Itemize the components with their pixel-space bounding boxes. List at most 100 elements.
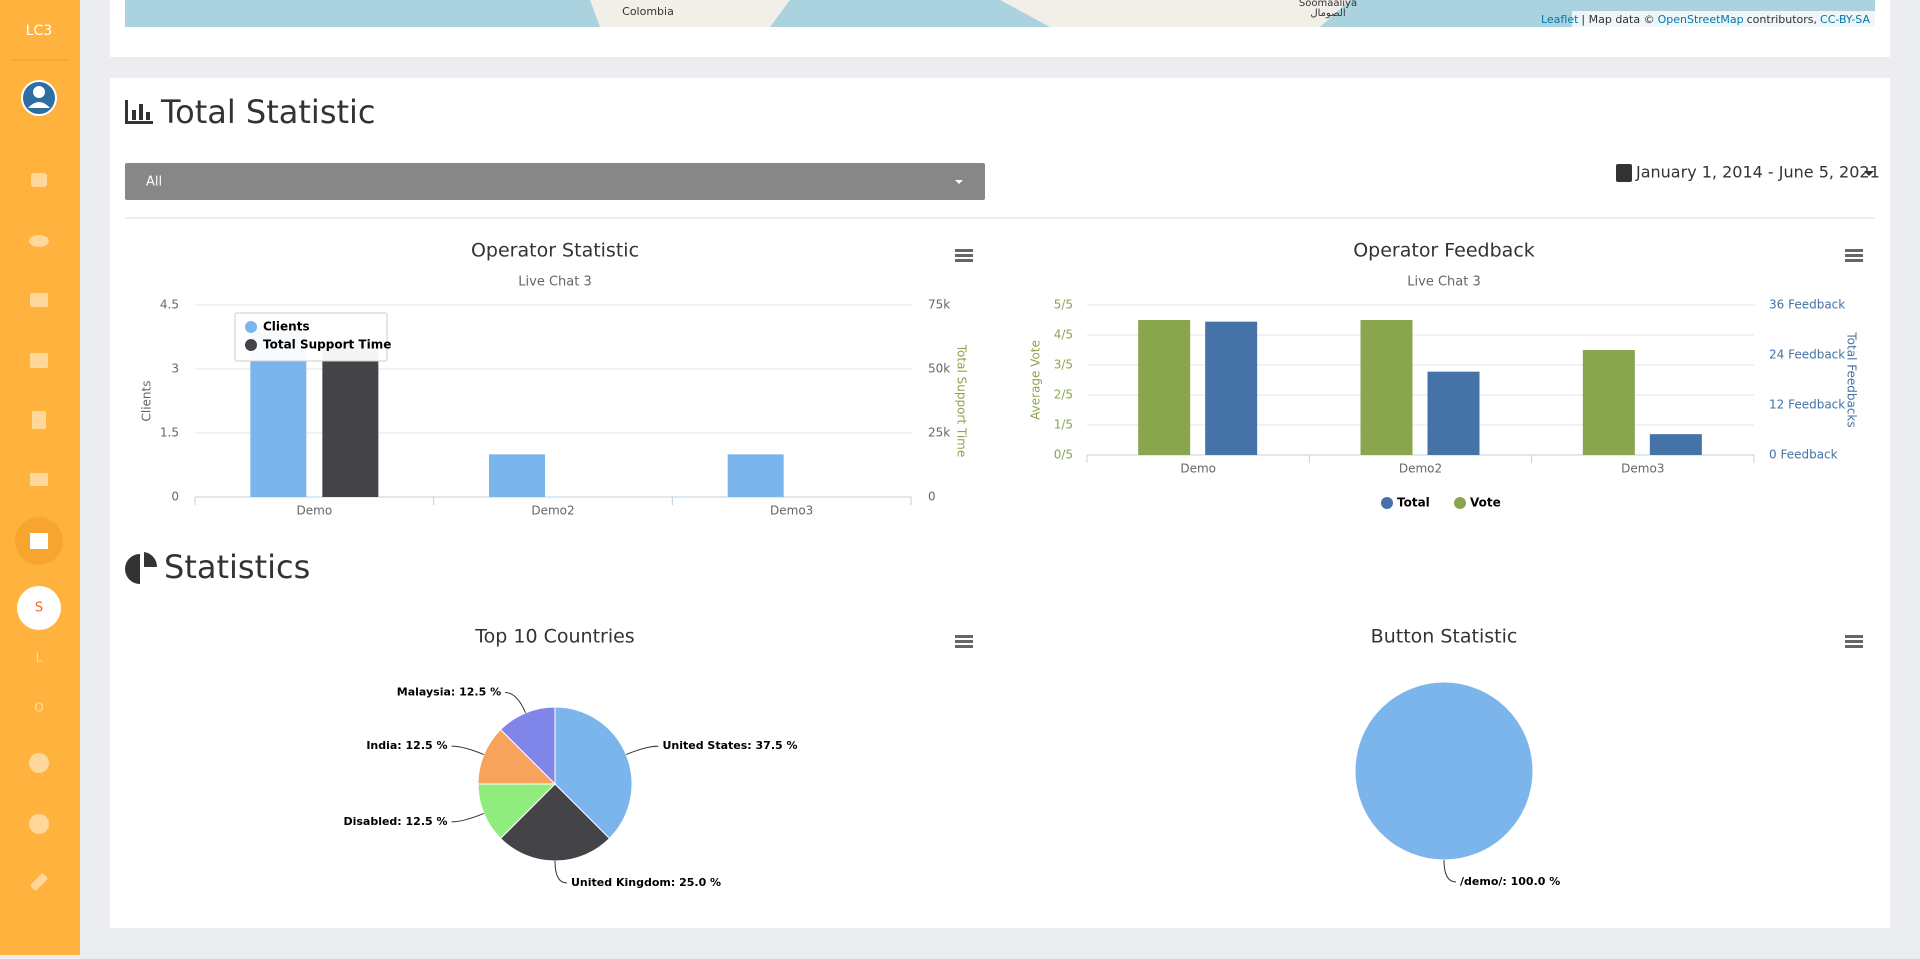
pie-icon [144,552,158,567]
caret [1864,171,1874,176]
user-badge[interactable] [17,586,61,630]
y2-tick-label: 24 Feedback [1769,348,1845,362]
menu-icon[interactable] [955,249,973,252]
map-label: Colombia [622,5,674,18]
x-tick-label: Demo2 [1399,462,1442,476]
x-tick-label: Demo3 [1621,462,1664,476]
chart-title: Operator Feedback [1353,240,1535,262]
bar [489,454,545,497]
menu-icon[interactable] [1845,640,1863,643]
data-label: United Kingdom: 25.0 % [571,876,721,889]
nav-icons [15,173,63,891]
nav-icon[interactable] [30,353,48,368]
legend-swatch [245,321,257,333]
y2-tick-label: 75k [928,298,950,312]
menu-icon[interactable] [1845,645,1863,648]
y2-axis-title: Total Support Time [955,344,969,457]
connector [451,813,485,823]
menu-icon[interactable] [955,259,973,262]
chart-subtitle: Live Chat 3 [1407,275,1480,290]
map-land [590,0,790,27]
chart-subtitle: Live Chat 3 [518,275,591,290]
y-axis-title: Average Vote [1029,340,1043,420]
legend-label[interactable]: Total Support Time [263,338,391,352]
nav-icon[interactable] [30,873,48,891]
connector [625,745,659,755]
menu-icon[interactable] [1845,259,1863,262]
date-range[interactable]: January 1, 2014 - June 5, 2021 [1635,163,1880,182]
x-tick-label: Demo2 [531,504,574,518]
y2-axis-title: Total Feedbacks [1845,331,1859,427]
link[interactable]: OpenStreetMap [1658,13,1744,26]
nav-icon[interactable] [29,814,49,834]
connector [451,745,485,755]
y2-tick-label: 50k [928,362,950,376]
menu-icon[interactable] [1845,249,1863,252]
bar [1360,320,1413,455]
bar [1649,434,1702,455]
y2-tick-label: 0 [928,490,936,504]
text: contributors, [1747,13,1817,26]
stats-panel [110,78,1890,928]
legend-box [234,312,388,362]
data-label: Malaysia: 12.5 % [397,686,501,699]
menu-icon[interactable] [955,254,973,257]
menu-icon[interactable] [1845,635,1863,638]
link[interactable]: Leaflet [1541,13,1579,26]
data-label: United States: 37.5 % [662,739,797,752]
legend-label[interactable]: Clients [263,320,310,334]
connector [1443,859,1457,883]
avatar-head [33,86,45,98]
y2-tick-label: 0 Feedback [1769,448,1838,462]
nav-icon[interactable] [32,411,46,429]
link[interactable]: CC-BY-SA [1820,13,1870,26]
menu-icon[interactable] [955,640,973,643]
nav-icon[interactable] [29,235,49,247]
menu-icon[interactable] [955,635,973,638]
pie-slice[interactable] [499,783,611,862]
pie-slice[interactable] [477,783,557,840]
data-label: /demo/: 100.0 % [1460,875,1560,888]
chart-title: Button Statistic [1371,626,1518,648]
attribution-bg [1572,11,1875,27]
pie-slice[interactable] [499,706,556,786]
bar [322,343,379,497]
avatar-body [28,102,50,108]
nav-icon[interactable] [31,173,47,187]
filter-select[interactable] [125,163,985,200]
connector [505,692,526,714]
y-axis-title: Clients [140,381,154,422]
nav-icon[interactable] [30,533,48,549]
legend-swatch [1454,497,1466,509]
nav-icon[interactable] [30,473,48,486]
y2-tick-label: 12 Feedback [1769,398,1845,412]
nav-icon[interactable] [29,753,49,773]
legend-swatch [1381,497,1393,509]
legend-label[interactable]: Vote [1470,496,1501,510]
pie-slice[interactable] [554,706,633,840]
y-tick-label: 5/5 [1054,298,1073,312]
brand[interactable]: LC3 [26,23,52,39]
menu-icon[interactable] [955,645,973,648]
x-tick-label: Demo [1180,462,1216,476]
bar [1427,371,1480,455]
calendar-icon [1616,164,1632,182]
legend-label[interactable]: Total [1397,496,1430,510]
menu-icon[interactable] [1845,254,1863,257]
y-tick-label: 1/5 [1054,418,1073,432]
y2-tick-label: 25k [928,426,950,440]
y-tick-label: 0/5 [1054,448,1073,462]
y-tick-label: 2/5 [1054,388,1073,402]
legend-swatch [245,339,257,351]
bar [1582,350,1635,455]
chart-title: Top 10 Countries [474,626,634,648]
sidebar-item[interactable]: L [36,651,43,665]
bar [1205,321,1258,455]
pie-slice[interactable] [477,728,557,785]
map-label: Soomaaliya [1299,0,1357,9]
sidebar-item[interactable]: O [34,701,43,715]
x-tick-label: Demo3 [770,504,813,518]
bar [727,454,784,497]
nav-icon[interactable] [30,293,48,307]
